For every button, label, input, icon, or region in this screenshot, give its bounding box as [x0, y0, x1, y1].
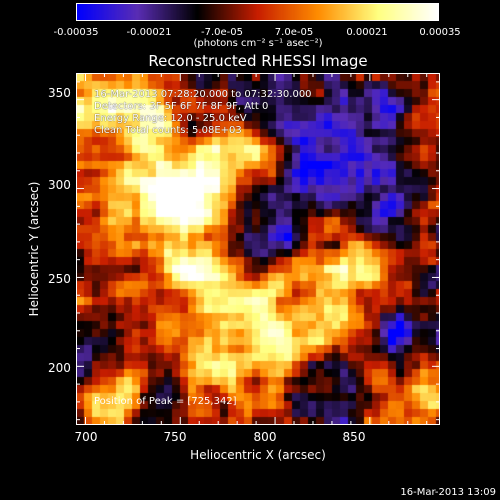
plot-area [76, 73, 440, 425]
y-tick-label: 250 [48, 272, 71, 286]
y-tick-label: 200 [48, 361, 71, 375]
colorbar-tick-label: -7.0e-05 [201, 27, 243, 38]
peak-position-label: Position of Peak = [725,342] [94, 396, 237, 407]
y-tick-label: 350 [48, 86, 71, 100]
y-tick-label: 300 [48, 178, 71, 192]
colorbar-tick-label: -0.00021 [126, 27, 172, 38]
annotation-counts: Clean Total counts: 5.08E+03 [94, 125, 242, 136]
x-tick-label: 800 [253, 430, 277, 444]
annotation-detectors: Detectors: 3F 5F 6F 7F 8F 9F, Att 0 [94, 101, 269, 112]
chart-title: Reconstructed RHESSI Image [148, 52, 368, 70]
colorbar-unit-label: (photons cm⁻² s⁻¹ asec⁻²) [193, 38, 323, 49]
x-tick-label: 700 [74, 430, 98, 444]
colorbar [76, 3, 439, 21]
footer-timestamp: 16-Mar-2013 13:09 [400, 487, 496, 498]
colorbar-tick-label: 7.0e-05 [274, 27, 314, 38]
annotation-energy-range: Energy Range: 12.0 - 25.0 keV [94, 113, 247, 124]
heatmap-image [76, 73, 440, 425]
x-axis-label: Heliocentric X (arcsec) [190, 448, 326, 462]
colorbar-tick-label: 0.00035 [419, 27, 461, 38]
x-tick-label: 850 [342, 430, 366, 444]
y-axis-label: Heliocentric Y (arcsec) [27, 181, 41, 317]
colorbar-tick-label: -0.00035 [53, 27, 99, 38]
colorbar-tick-label: 0.00021 [346, 27, 388, 38]
x-tick-label: 750 [163, 430, 187, 444]
annotation-time-range: 16-Mar-2013 07:28:20.000 to 07:32:30.000 [94, 89, 312, 100]
colorbar-gradient [77, 4, 438, 20]
